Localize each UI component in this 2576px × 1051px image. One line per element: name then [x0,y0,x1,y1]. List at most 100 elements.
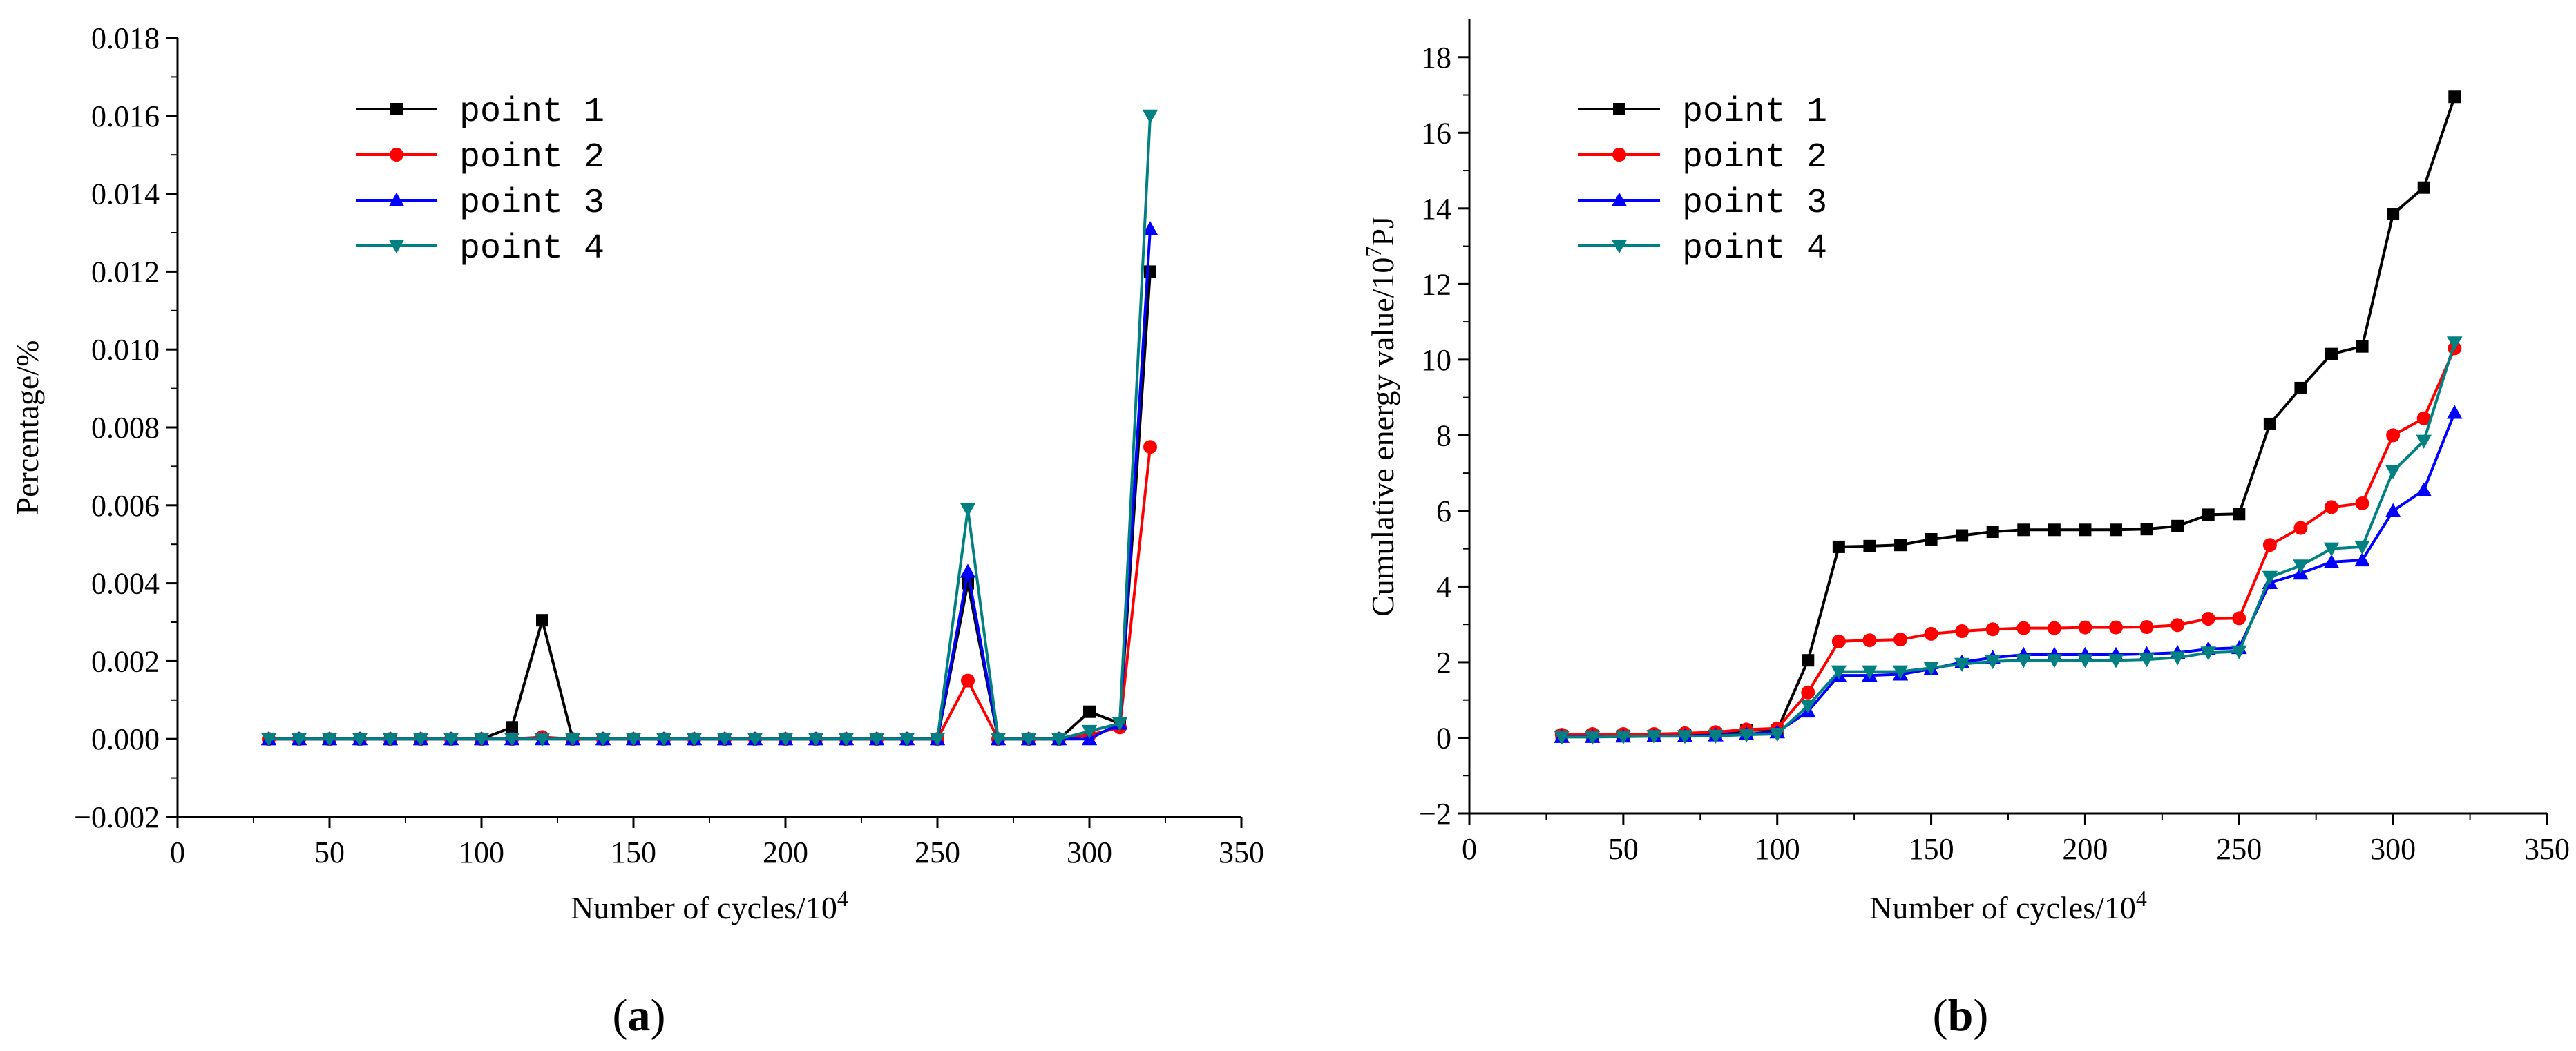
legend-label: point 2 [1682,138,1827,177]
data-point [1863,539,1876,552]
data-point [2447,405,2463,419]
x-tick-label: 50 [1608,832,1639,866]
x-tick-label: 150 [611,836,656,869]
data-point [1801,685,1815,700]
y-axis-label-unit: PJ [1365,216,1400,246]
panel-label-close: ) [651,990,666,1041]
y-tick-label: 8 [1436,418,1451,452]
y-tick-label: 0.000 [91,722,160,756]
data-point [868,733,885,747]
data-point [990,733,1006,747]
data-point [2078,620,2092,635]
y-tick-label: 14 [1421,192,1451,226]
x-axis-label: Number of cycles/104 [1869,886,2147,925]
data-point [2108,654,2124,668]
x-tick-label: 100 [1755,832,1800,866]
data-point [1985,655,2001,670]
data-point [1112,717,1128,731]
data-point [2046,654,2063,668]
legend-marker [1612,148,1626,162]
data-point [506,721,518,734]
series-line [1561,347,2456,737]
data-point [2447,336,2463,351]
series-line [1561,342,2456,739]
x-axis-label: Number of cycles/104 [571,886,848,925]
data-point [2416,434,2432,449]
legend-label: point 1 [459,93,604,132]
data-point [1892,665,1909,679]
data-point [2201,611,2215,626]
data-point [1894,539,1907,552]
data-point [2354,540,2370,555]
data-point [2263,417,2276,430]
data-point [1142,221,1158,235]
legend-marker [1611,192,1628,206]
data-point [2293,521,2308,535]
x-tick-label: 200 [2062,832,2108,866]
data-point [1985,622,2000,637]
data-point [2416,411,2431,425]
data-point [2417,181,2430,194]
x-tick-label: 100 [459,836,504,869]
data-point [1051,733,1067,747]
data-point [960,503,976,517]
x-tick-label: 150 [1909,832,1954,866]
data-point [961,673,975,688]
series-line [269,229,1152,741]
series-point-1 [263,265,1156,746]
data-point [2262,570,2278,585]
data-point [1925,532,1938,546]
legend-label: point 4 [459,229,604,269]
data-point [1954,657,1970,672]
y-tick-label: 10 [1421,343,1451,377]
data-point [536,614,548,627]
data-point [2323,542,2340,557]
x-tick-label: 0 [1462,832,1477,866]
data-point [1142,109,1158,124]
data-point [1924,626,1938,641]
y-tick-label: 0.008 [91,411,160,445]
y-axis-label-text: Cumulative energy value/10 [1365,258,1400,617]
data-point [2325,500,2338,514]
data-point [686,733,703,747]
y-tick-label: 2 [1436,646,1451,679]
series-line [1561,412,2456,738]
data-point [2294,381,2307,394]
data-point [2385,503,2401,517]
series-point-3 [260,221,1158,746]
data-point [2293,559,2309,574]
data-point [564,733,581,747]
data-point [747,733,763,747]
data-point [2386,428,2401,443]
x-axis-label-superscript: 4 [837,886,848,911]
data-point [656,733,672,747]
data-point [1831,634,1846,648]
data-point [2170,618,2185,633]
data-point [2416,482,2432,496]
legend-marker [1613,103,1625,115]
data-point [534,733,551,747]
data-point [1955,624,1969,639]
data-point [2110,523,2122,537]
data-point [2448,90,2461,104]
data-point [1831,665,1847,679]
data-point [1923,662,1939,676]
y-axis-label-superscript: 7 [1361,247,1386,258]
x-axis-label-text: Number of cycles/10 [571,890,837,925]
data-point [2048,523,2061,537]
data-point [2354,552,2370,567]
data-point [1769,728,1785,742]
data-point [443,733,459,747]
data-point [2139,653,2155,668]
data-point [929,733,946,747]
x-tick-label: 250 [915,836,960,869]
data-point [2231,645,2247,659]
series-point-4 [260,109,1158,747]
data-point [2356,340,2369,353]
y-tick-label: 18 [1421,41,1451,75]
chart-panel-b: 0 50 100 150 200 250 300 350 −2 0 2 4 6 8 10 12 14 16 18 Nu… [1361,19,2570,1041]
data-point [1585,731,1601,745]
series-point-3 [1554,405,2463,743]
series-line [269,115,1152,741]
panel-label-close: ) [1973,990,1988,1041]
